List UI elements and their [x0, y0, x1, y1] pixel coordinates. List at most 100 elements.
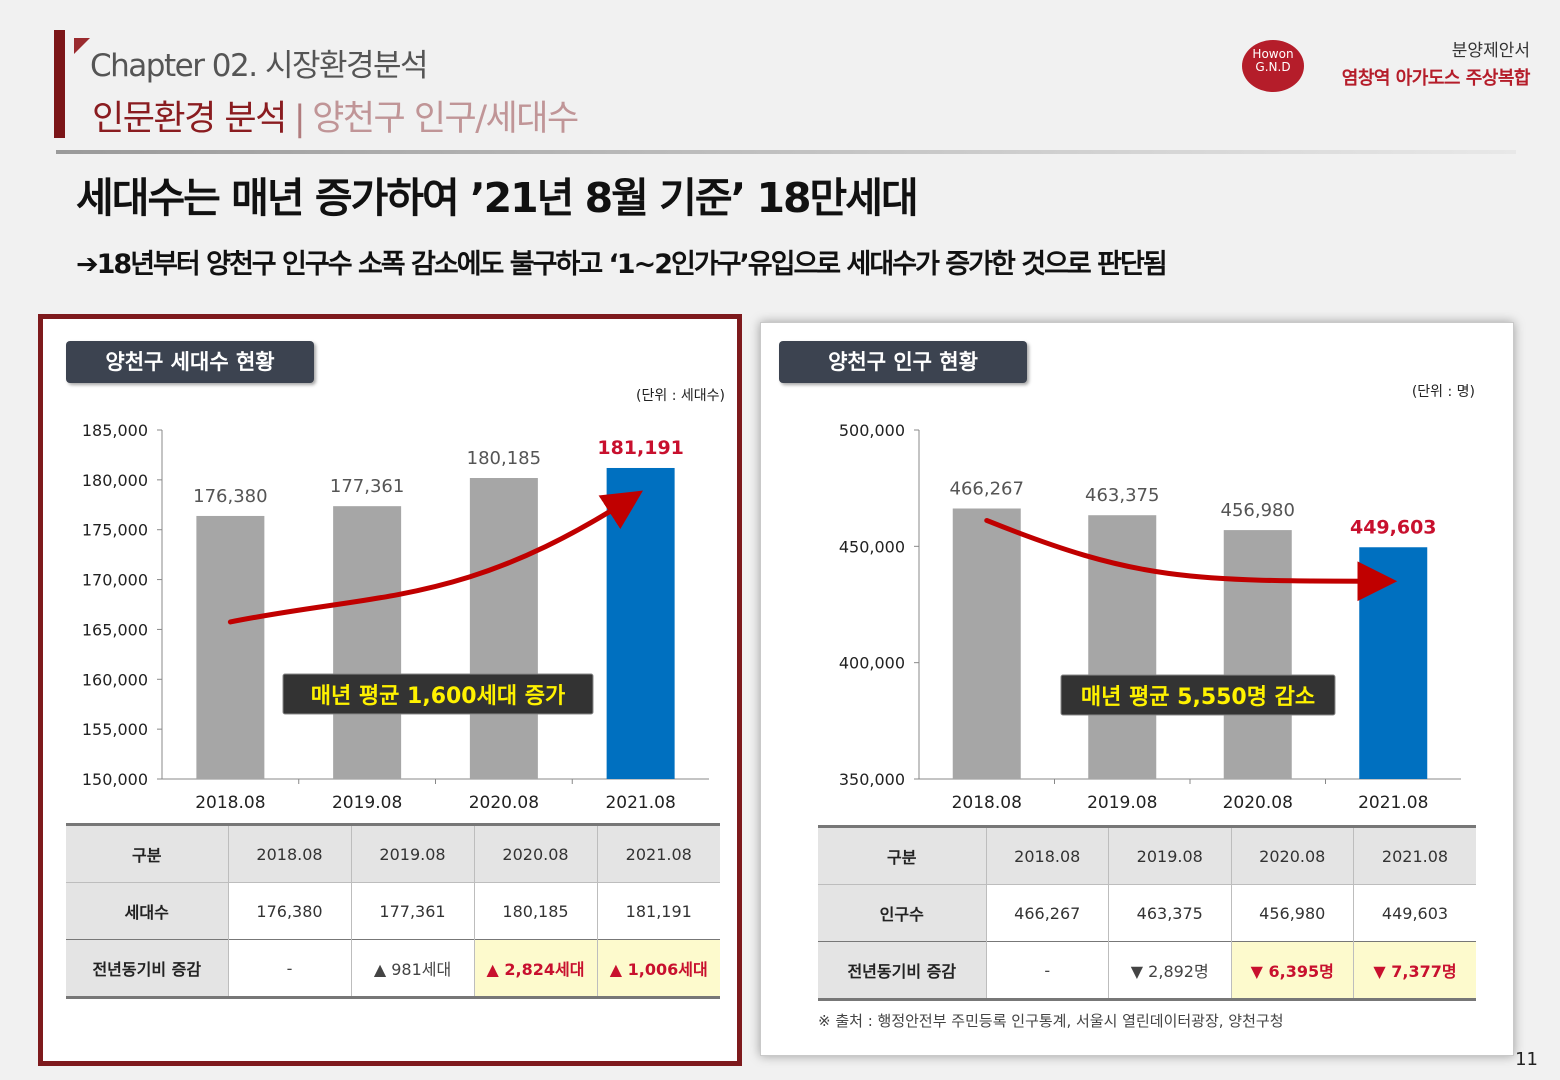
- bar-value-label: 177,361: [330, 476, 404, 497]
- table-row-label: 전년동기비 증감: [66, 939, 228, 999]
- table-row-label: 세대수: [66, 882, 228, 940]
- table-cell-highlight: ▲ 2,824세대: [473, 939, 597, 999]
- y-tick-label: 350,000: [839, 770, 905, 789]
- table-header-cell: 2021.08: [1353, 825, 1476, 885]
- table-row: 세대수 176,380 177,361 180,185 181,191: [66, 882, 720, 940]
- bar: [333, 506, 402, 779]
- x-tick-label: 2020.08: [1223, 793, 1293, 813]
- y-tick-label: 150,000: [82, 770, 148, 789]
- bar: [469, 478, 538, 779]
- table-cell: -: [985, 941, 1109, 1001]
- sub-headline: ➔18년부터 양천구 인구수 소폭 감소에도 불구하고 ‘1~2인가구’유입으로…: [76, 249, 1168, 280]
- header-accent-bar: [54, 30, 65, 138]
- y-tick-label: 500,000: [839, 421, 905, 440]
- household-bar-chart: 150,000 155,000 160,000 165,000 170,000 175,0…: [82, 421, 709, 813]
- table-header-cell: 2020.08: [473, 823, 597, 883]
- y-tick-label: 185,000: [82, 421, 148, 440]
- section-separator: |: [293, 99, 306, 139]
- table-cell: 177,361: [350, 882, 474, 940]
- population-bar-chart: 350,000 400,000 450,000 500,000 466,267 2018.…: [839, 421, 1461, 813]
- household-trend-arrow: [227, 490, 644, 625]
- bar: [1223, 530, 1292, 779]
- table-header-cell: 2019.08: [1108, 825, 1231, 885]
- bar-value-label: 449,603: [1350, 516, 1437, 538]
- y-tick-label: 160,000: [82, 670, 148, 689]
- table-header-cell: 2018.08: [227, 823, 351, 883]
- table-header-cell: 구분: [818, 825, 986, 885]
- y-tick-label: 165,000: [82, 620, 148, 639]
- company-logo: Howon G.N.D: [1242, 40, 1304, 92]
- page-number: 11: [1515, 1049, 1538, 1070]
- section-label: 인문환경 분석: [92, 99, 287, 139]
- table-cell: 449,603: [1353, 884, 1476, 942]
- bar-value-label: 176,380: [193, 486, 267, 507]
- y-tick-label: 155,000: [82, 720, 148, 739]
- bar-value-label: 466,267: [950, 478, 1024, 499]
- table-row: 전년동기비 증감 - ▲ 981세대 ▲ 2,824세대 ▲ 1,006세대: [66, 939, 720, 999]
- table-cell-highlight: ▼ 6,395명: [1230, 941, 1354, 1001]
- table-header-cell: 2019.08: [350, 823, 474, 883]
- table-cell-highlight: ▲ 1,006세대: [596, 939, 720, 999]
- x-tick-label: 2018.08: [195, 793, 265, 813]
- y-tick-label: 450,000: [839, 537, 905, 556]
- household-unit-label: (단위 : 세대수): [636, 388, 725, 404]
- population-table: 구분 2018.08 2019.08 2020.08 2021.08 인구수 4…: [818, 825, 1476, 1001]
- table-cell: 463,375: [1108, 884, 1231, 942]
- table-cell-highlight: ▼ 7,377명: [1353, 941, 1476, 1001]
- table-header-cell: 2018.08: [985, 825, 1109, 885]
- household-panel-title: 양천구 세대수 현황: [66, 341, 314, 383]
- section-title: 인문환경 분석 | 양천구 인구/세대수: [92, 90, 579, 141]
- x-tick-label: 2019.08: [332, 793, 402, 813]
- x-tick-label: 2019.08: [1087, 793, 1157, 813]
- logo-line-2: G.N.D: [1255, 60, 1291, 74]
- headline: 세대수는 매년 증가하여 ’21년 8월 기준’ 18만세대: [76, 174, 919, 222]
- population-annotation: 매년 평균 5,550명 감소: [1060, 674, 1336, 716]
- x-tick-label: 2020.08: [469, 793, 539, 813]
- subsection-label: 양천구 인구/세대수: [312, 99, 579, 139]
- table-cell: ▼ 2,892명: [1108, 941, 1231, 1001]
- source-note: ※ 출처 : 행정안전부 주민등록 인구통계, 서울시 열린데이터광장, 양천구…: [818, 1012, 1284, 1030]
- x-tick-label: 2018.08: [952, 793, 1022, 813]
- household-panel: 양천구 세대수 현황 (단위 : 세대수) 150,000 155,000 160,…: [38, 314, 742, 1066]
- header-divider: [56, 150, 1516, 154]
- bar-value-label: 180,185: [467, 448, 541, 469]
- table-cell: -: [227, 939, 351, 999]
- logo-line-1: Howon: [1252, 47, 1294, 61]
- bar-value-label: 181,191: [597, 437, 684, 459]
- document-name: 염창역 아가도스 주상복합: [1341, 68, 1531, 89]
- annotation-text: 매년 평균 1,600세대 증가: [311, 684, 566, 709]
- bar: [606, 467, 675, 779]
- bar: [196, 515, 265, 779]
- table-cell: ▲ 981세대: [350, 939, 474, 999]
- chapter-title: Chapter 02. 시장환경분석: [90, 48, 429, 84]
- document-type: 분양제안서: [1451, 41, 1530, 61]
- population-unit-label: (단위 : 명): [1411, 384, 1475, 400]
- table-cell: 180,185: [473, 882, 597, 940]
- bar-value-label: 463,375: [1085, 485, 1159, 506]
- annotation-box: [282, 673, 594, 715]
- bar: [952, 508, 1021, 779]
- table-row-label: 전년동기비 증감: [818, 941, 986, 1001]
- household-annotation: 매년 평균 1,600세대 증가: [282, 673, 594, 715]
- table-header-cell: 구분: [66, 823, 228, 883]
- y-tick-label: 175,000: [82, 521, 148, 540]
- table-cell: 456,980: [1230, 884, 1354, 942]
- annotation-text: 매년 평균 5,550명 감소: [1081, 685, 1315, 710]
- x-tick-label: 2021.08: [1358, 793, 1428, 813]
- y-tick-label: 170,000: [82, 571, 148, 590]
- table-cell: 176,380: [227, 882, 351, 940]
- table-header-cell: 2020.08: [1230, 825, 1354, 885]
- table-header-row: 구분 2018.08 2019.08 2020.08 2021.08: [818, 825, 1476, 885]
- y-tick-label: 180,000: [82, 471, 148, 490]
- annotation-box: [1060, 674, 1336, 716]
- table-row: 전년동기비 증감 - ▼ 2,892명 ▼ 6,395명 ▼ 7,377명: [818, 941, 1476, 1001]
- y-tick-label: 400,000: [839, 654, 905, 673]
- population-panel: 양천구 인구 현황 (단위 : 명) 350,000 400,000 450,000…: [760, 322, 1514, 1056]
- bar: [1088, 515, 1157, 779]
- table-row-label: 인구수: [818, 884, 986, 942]
- header-corner-mark: [74, 38, 90, 54]
- household-table: 구분 2018.08 2019.08 2020.08 2021.08 세대수 1…: [66, 823, 720, 999]
- table-row: 인구수 466,267 463,375 456,980 449,603: [818, 884, 1476, 942]
- table-cell: 466,267: [985, 884, 1109, 942]
- x-tick-label: 2021.08: [605, 793, 675, 813]
